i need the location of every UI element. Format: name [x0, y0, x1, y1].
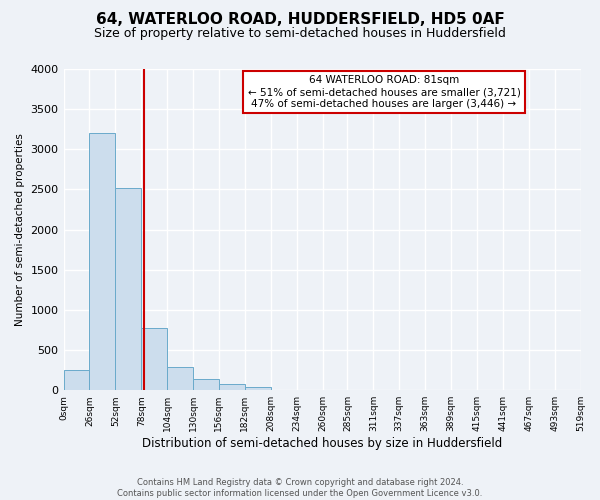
Bar [219, 384, 245, 390]
Text: Contains HM Land Registry data © Crown copyright and database right 2024.
Contai: Contains HM Land Registry data © Crown c… [118, 478, 482, 498]
Bar [115, 188, 141, 390]
Bar [141, 328, 167, 390]
Y-axis label: Number of semi-detached properties: Number of semi-detached properties [15, 133, 25, 326]
Bar [245, 387, 271, 390]
X-axis label: Distribution of semi-detached houses by size in Huddersfield: Distribution of semi-detached houses by … [142, 437, 502, 450]
Bar [64, 370, 89, 390]
Text: 64, WATERLOO ROAD, HUDDERSFIELD, HD5 0AF: 64, WATERLOO ROAD, HUDDERSFIELD, HD5 0AF [95, 12, 505, 28]
Bar [89, 133, 115, 390]
Bar [167, 367, 193, 390]
Text: Size of property relative to semi-detached houses in Huddersfield: Size of property relative to semi-detach… [94, 28, 506, 40]
Bar [193, 379, 219, 390]
Text: 64 WATERLOO ROAD: 81sqm
← 51% of semi-detached houses are smaller (3,721)
47% of: 64 WATERLOO ROAD: 81sqm ← 51% of semi-de… [248, 76, 520, 108]
